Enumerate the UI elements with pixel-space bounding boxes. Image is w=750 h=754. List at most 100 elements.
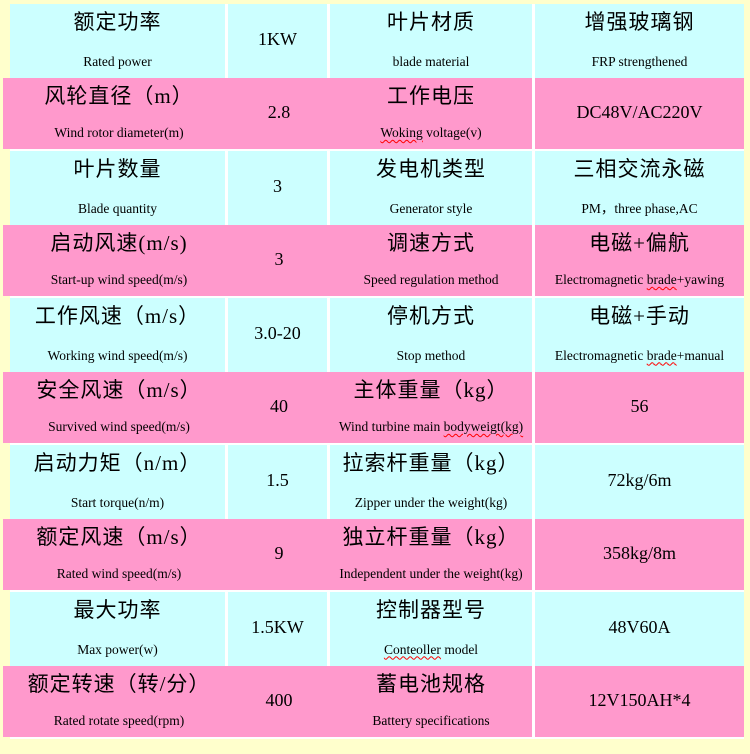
label-cn: 风轮直径（m） <box>44 83 194 108</box>
value-main: 40 <box>270 395 288 416</box>
label-cn: 额定转速（转/分） <box>27 671 211 696</box>
spec-label-cell: 叶片材质 blade material <box>330 4 535 78</box>
spec-label-cell: 风轮直径（m） Wind rotor diameter(m) <box>10 78 228 150</box>
spec-value-cell: 72kg/6m <box>535 445 744 519</box>
label-en: Rated rotate speed(rpm) <box>53 713 185 729</box>
spec-label-cell: 额定功率 Rated power <box>10 4 228 78</box>
label-en: Stop method <box>396 347 466 363</box>
value-main: 358kg/8m <box>602 542 676 563</box>
label-en: Conteoller model <box>383 641 479 657</box>
spec-label-cell: 启动风速(m/s) Start-up wind speed(m/s) <box>10 225 228 297</box>
label-cn: 最大功率 <box>73 598 162 622</box>
value-cn: 电磁+手动 <box>589 304 690 328</box>
spec-value-cell: 358kg/8m <box>535 519 744 591</box>
label-en: Battery specifications <box>372 713 490 729</box>
spec-value-cell: 电磁+手动 Electromagnetic brade+manual <box>535 298 744 372</box>
spec-value-cell: 56 <box>535 372 744 444</box>
spec-label-cell: 额定转速（转/分） Rated rotate speed(rpm) <box>10 666 228 738</box>
value-main: 48V60A <box>608 617 671 638</box>
label-en: Start-up wind speed(m/s) <box>50 272 188 288</box>
label-en: Generator style <box>389 200 473 216</box>
label-en: Wind turbine main bodyweigt(kg) <box>338 419 524 435</box>
label-cn: 叶片数量 <box>73 157 162 181</box>
value-main: 56 <box>630 395 649 416</box>
value-main: 1.5KW <box>251 617 304 638</box>
table-row: 启动风速(m/s) Start-up wind speed(m/s) 3 调速方… <box>3 224 744 298</box>
label-en: Blade quantity <box>77 200 158 216</box>
spec-value-cell: 1.5KW <box>228 592 330 666</box>
table-row: 额定转速（转/分） Rated rotate speed(rpm) 400 蓄电… <box>3 665 744 739</box>
table-row: 工作风速（m/s） Working wind speed(m/s) 3.0-20… <box>10 298 744 372</box>
spec-value-cell: 三相交流永磁 PM，three phase,AC <box>535 151 744 225</box>
spec-label-cell: 停机方式 Stop method <box>330 298 535 372</box>
value-main: DC48V/AC220V <box>576 101 703 122</box>
spec-value-cell: 3 <box>228 151 330 225</box>
label-en: Survived wind speed(m/s) <box>48 419 190 435</box>
value-en: Electromagnetic brade+yawing <box>554 272 725 288</box>
value-main: 3 <box>273 176 282 197</box>
table-row: 额定功率 Rated power 1KW 叶片材质 blade material… <box>10 4 744 78</box>
spec-label-cell: 叶片数量 Blade quantity <box>10 151 228 225</box>
spec-label-cell: 调速方式 Speed regulation method <box>330 224 535 296</box>
spec-value-cell: 400 <box>228 666 330 738</box>
misspelled-word: bodyweigt(kg) <box>443 419 524 435</box>
label-cn: 叶片材质 <box>387 10 475 34</box>
spec-label-cell: 启动力矩（n/m） Start torque(n/m) <box>10 445 228 519</box>
misspelled-word: brade <box>646 272 677 288</box>
misspelled-word: Woking <box>380 125 423 141</box>
value-main: 1KW <box>258 29 297 50</box>
label-cn: 启动风速(m/s) <box>50 230 188 255</box>
value-main: 9 <box>274 542 284 563</box>
label-en: Independent under the weight(kg) <box>339 566 523 582</box>
misspelled-word: Conteoller <box>383 641 441 657</box>
value-en: FRP strengthened <box>591 53 688 69</box>
label-cn: 蓄电池规格 <box>376 671 486 696</box>
spec-value-cell: 1.5 <box>228 445 330 519</box>
label-en: Rated wind speed(m/s) <box>56 566 182 582</box>
spec-value-cell: 3 <box>228 225 330 297</box>
table-row: 叶片数量 Blade quantity 3 发电机类型 Generator st… <box>10 151 744 225</box>
table-row: 最大功率 Max power(w) 1.5KW 控制器型号 Conteoller… <box>10 592 744 666</box>
spec-label-cell: 发电机类型 Generator style <box>330 151 535 225</box>
label-cn: 调速方式 <box>387 230 475 255</box>
spec-value-cell: DC48V/AC220V <box>535 78 744 150</box>
spec-label-cell: 最大功率 Max power(w) <box>10 592 228 666</box>
label-en: Max power(w) <box>77 641 158 657</box>
spec-label-cell: 工作电压 Woking voltage(v) <box>330 77 535 149</box>
label-cn: 独立杆重量（kg） <box>342 524 520 549</box>
value-main: 72kg/6m <box>607 470 672 491</box>
spec-label-cell: 额定风速（m/s） Rated wind speed(m/s) <box>10 519 228 591</box>
spec-value-cell: 9 <box>228 519 330 591</box>
spec-label-cell: 主体重量（kg） Wind turbine main bodyweigt(kg) <box>330 371 535 443</box>
value-cn: 三相交流永磁 <box>573 157 706 181</box>
spec-label-cell: 拉索杆重量（kg） Zipper under the weight(kg) <box>330 445 535 519</box>
table-row: 额定风速（m/s） Rated wind speed(m/s) 9 独立杆重量（… <box>3 518 744 592</box>
value-cn: 增强玻璃钢 <box>584 10 695 34</box>
spec-value-cell: 12V150AH*4 <box>535 666 744 738</box>
value-main: 400 <box>265 689 293 710</box>
table-row: 安全风速（m/s） Survived wind speed(m/s) 40 主体… <box>3 371 744 445</box>
spec-value-cell: 电磁+偏航 Electromagnetic brade+yawing <box>535 225 744 297</box>
label-en: blade material <box>392 53 470 69</box>
label-cn: 主体重量（kg） <box>353 377 509 402</box>
misspelled-word: brade <box>646 347 677 363</box>
label-en: Zipper under the weight(kg) <box>354 494 508 510</box>
value-cn: 电磁+偏航 <box>589 230 690 255</box>
label-en: Speed regulation method <box>363 272 499 288</box>
label-cn: 停机方式 <box>387 304 475 328</box>
spec-label-cell: 安全风速（m/s） Survived wind speed(m/s) <box>10 372 228 444</box>
label-en: Start torque(n/m) <box>70 494 165 510</box>
spec-label-cell: 蓄电池规格 Battery specifications <box>330 665 535 737</box>
spec-value-cell: 1KW <box>228 4 330 78</box>
spec-value-cell: 3.0-20 <box>228 298 330 372</box>
spec-value-cell: 2.8 <box>228 78 330 150</box>
value-main: 1.5 <box>266 470 289 491</box>
spec-value-cell: 40 <box>228 372 330 444</box>
spec-table: 额定功率 Rated power 1KW 叶片材质 blade material… <box>3 4 744 739</box>
label-cn: 拉索杆重量（kg） <box>342 451 520 475</box>
label-cn: 发电机类型 <box>376 157 486 181</box>
label-en: Wind rotor diameter(m) <box>54 125 184 141</box>
label-cn: 额定风速（m/s） <box>36 524 202 549</box>
label-en: Working wind speed(m/s) <box>47 347 188 363</box>
table-row: 风轮直径（m） Wind rotor diameter(m) 2.8 工作电压 … <box>3 77 744 151</box>
